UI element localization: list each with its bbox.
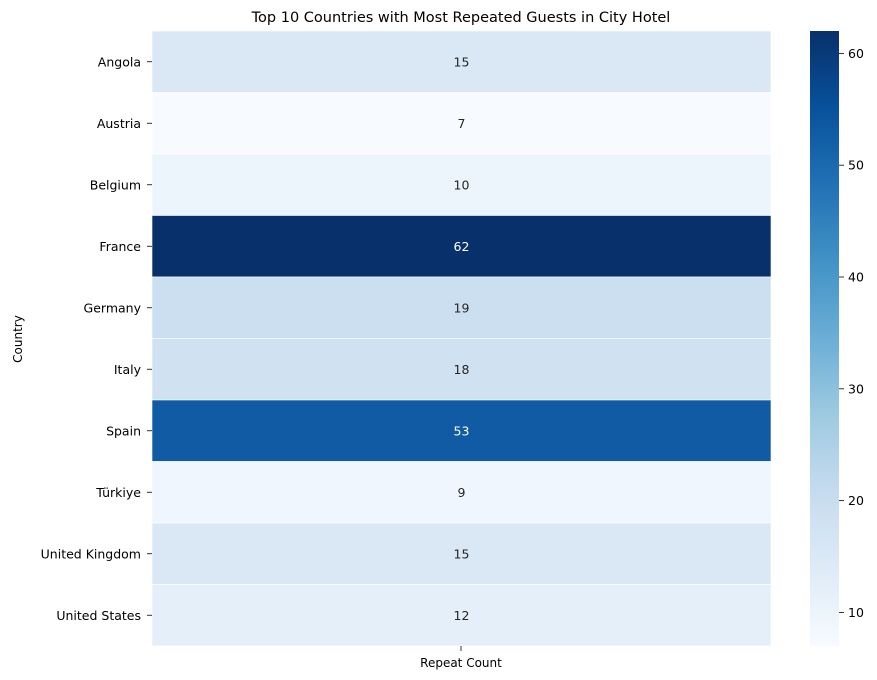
colorbar-tick-label: 30 bbox=[848, 381, 864, 396]
heatmap-cell bbox=[151, 30, 772, 93]
cell-value-label: 9 bbox=[458, 485, 466, 500]
colorbar-tick-label: 60 bbox=[848, 46, 864, 61]
heatmap-cell bbox=[151, 153, 772, 216]
cell-value-label: 18 bbox=[454, 362, 470, 377]
y-axis-label: Country bbox=[11, 315, 25, 363]
heatmap-cells: 15 7 10 62 19 18 53 9 15 12 bbox=[151, 30, 772, 647]
row-label: United States bbox=[56, 608, 141, 623]
row-label: Spain bbox=[106, 423, 141, 438]
chart-title: Top 10 Countries with Most Repeated Gues… bbox=[251, 10, 671, 26]
heatmap-cell bbox=[151, 399, 772, 462]
heatmap-cell bbox=[151, 215, 772, 278]
colorbar-tick-label: 50 bbox=[848, 158, 864, 173]
row-labels: Angola Austria Belgium France Germany Italy Sp… bbox=[41, 54, 152, 623]
heatmap-cell bbox=[151, 461, 772, 524]
row-label: France bbox=[99, 239, 141, 254]
cell-value-label: 62 bbox=[454, 239, 470, 254]
cell-value-label: 19 bbox=[454, 300, 470, 315]
row-label: Italy bbox=[114, 362, 142, 377]
colorbar-tick-label: 40 bbox=[848, 270, 864, 285]
cell-value-label: 15 bbox=[454, 546, 470, 561]
heatmap-cell bbox=[151, 276, 772, 339]
heatmap-cell bbox=[151, 92, 772, 155]
cell-value-label: 53 bbox=[454, 423, 470, 438]
cell-value-label: 10 bbox=[454, 177, 470, 192]
row-label: Türkiye bbox=[95, 485, 141, 500]
row-label: United Kingdom bbox=[41, 546, 141, 561]
cell-value-label: 12 bbox=[454, 608, 470, 623]
heatmap-cell bbox=[151, 338, 772, 401]
colorbar: 10 20 30 40 50 60 bbox=[810, 31, 864, 646]
heatmap-cell bbox=[151, 584, 772, 647]
cell-value-label: 15 bbox=[454, 54, 470, 69]
row-label: Belgium bbox=[90, 177, 141, 192]
colorbar-tick-label: 20 bbox=[848, 493, 864, 508]
row-label: Angola bbox=[98, 54, 141, 69]
row-label: Germany bbox=[84, 300, 142, 315]
colorbar-gradient bbox=[810, 31, 839, 646]
row-label: Austria bbox=[97, 116, 141, 131]
cell-value-label: 7 bbox=[458, 116, 466, 131]
colorbar-tick-label: 10 bbox=[848, 605, 864, 620]
x-axis-label: Repeat Count bbox=[420, 656, 502, 670]
